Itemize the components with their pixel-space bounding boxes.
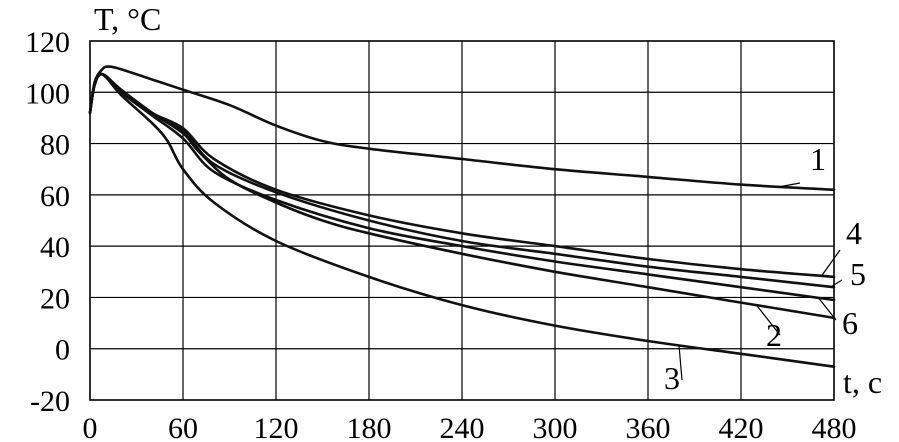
leaders-layer (678, 182, 843, 381)
x-axis-label: t, c (843, 364, 882, 400)
x-tick-300: 300 (533, 412, 578, 442)
x-tick-0: 0 (83, 412, 98, 442)
y-tick-100: 100 (25, 77, 70, 110)
series-1-line (88, 65, 836, 191)
series-1-label: 1 (810, 141, 826, 177)
x-tick-420: 420 (719, 412, 764, 442)
series-4-leader (821, 249, 841, 277)
series-4-label: 4 (846, 215, 862, 251)
series-3-label: 3 (664, 360, 680, 396)
series-2-label: 2 (766, 317, 782, 353)
series-3-leader (678, 345, 683, 381)
x-tick-480: 480 (812, 412, 857, 442)
ticks-layer: 0 60 120 180 240 300 360 420 480120100806040200-… (25, 26, 857, 442)
y-tick-40: 40 (40, 231, 70, 264)
x-tick-120: 120 (254, 412, 299, 442)
curves-layer (88, 65, 836, 368)
series-6-label: 6 (842, 305, 858, 341)
y-tick--20: -20 (30, 385, 70, 418)
y-tick-120: 120 (25, 26, 70, 59)
series-5-leader (830, 279, 843, 288)
series-6-leader (818, 297, 837, 321)
series-5-label: 5 (850, 256, 866, 292)
y-tick-0: 0 (55, 334, 70, 367)
series-2-leader (756, 304, 781, 336)
y-axis-label: T, °C (94, 1, 161, 37)
labels-layer: 1 2 3 4 5 6 (664, 141, 866, 396)
y-tick-20: 20 (40, 282, 70, 315)
series-6-line (88, 72, 836, 302)
x-tick-60: 60 (168, 412, 198, 442)
y-tick-80: 80 (40, 129, 70, 162)
x-tick-240: 240 (440, 412, 485, 442)
plot-frame (89, 40, 835, 401)
y-tick-60: 60 (40, 180, 70, 213)
series-1-leader (779, 182, 801, 188)
x-tick-360: 360 (626, 412, 671, 442)
x-tick-180: 180 (347, 412, 392, 442)
